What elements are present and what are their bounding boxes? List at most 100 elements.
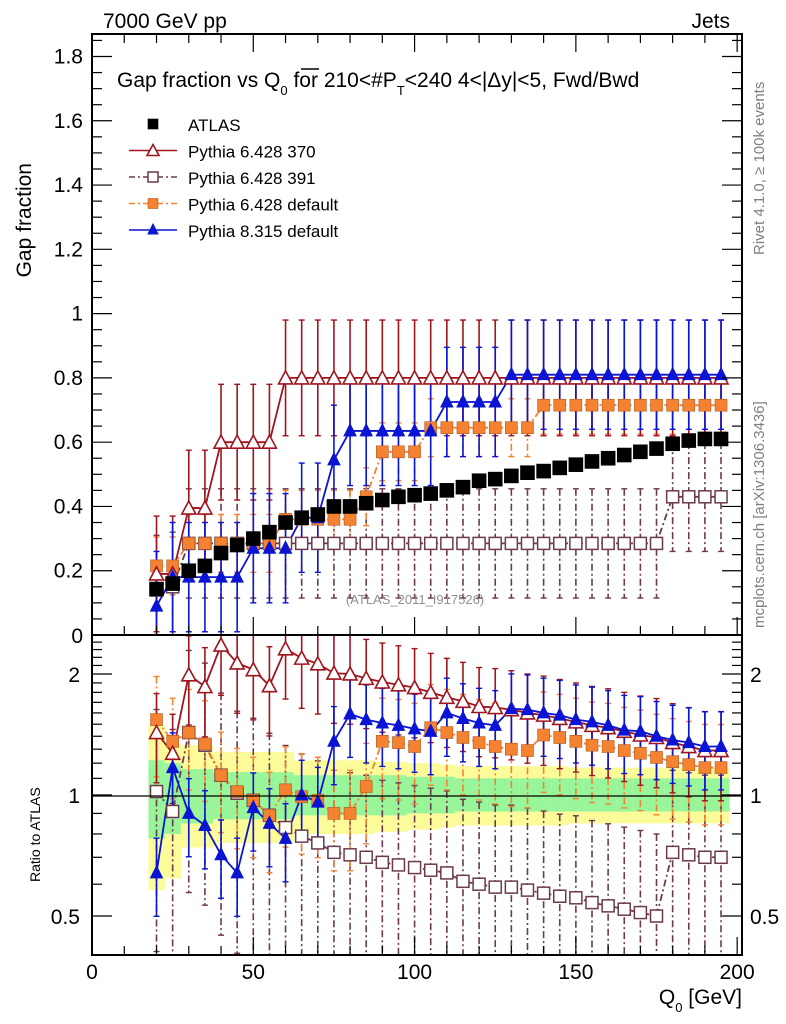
pythia-6-428-370-ratio-point xyxy=(164,744,181,761)
pythia-8-315-default-ratio-point xyxy=(391,717,406,731)
y-tick-label-main: 0.4 xyxy=(54,495,84,518)
header-right: Jets xyxy=(691,10,730,33)
pythia-6-428-default-ratio-point xyxy=(359,780,373,793)
pythia-6-428-391-ratio-point xyxy=(682,848,696,862)
pythia-6-428-391-point xyxy=(536,536,551,551)
pythia-8-315-default-ratio-point xyxy=(601,717,615,731)
pythia-6-428-default-point xyxy=(650,398,663,412)
pythia-6-428-default-ratio-point xyxy=(666,755,679,769)
pythia-8-315-default-point xyxy=(665,366,680,381)
pythia-8-315-default-ratio-point xyxy=(262,815,277,829)
legend-label-pythia-8-315-default: Pythia 8.315 default xyxy=(188,222,339,241)
pythia-8-315-default-point xyxy=(278,540,293,554)
pythia-6-428-default-ratio-point xyxy=(214,768,228,782)
pythia-6-428-default-point xyxy=(634,398,647,412)
pythia-8-315-default-point xyxy=(649,366,664,381)
pythia-6-428-370-point xyxy=(212,433,230,449)
atlas-point xyxy=(407,487,422,503)
pythia-6-428-default-point xyxy=(505,421,518,435)
pythia-6-428-default-ratio-point xyxy=(601,740,615,753)
pythia-8-315-default-point xyxy=(423,422,438,437)
atlas-point xyxy=(633,444,648,460)
pythia-6-428-391-ratio-point xyxy=(504,880,519,894)
pythia-8-315-default-point xyxy=(698,366,712,381)
pythia-6-428-370-point xyxy=(277,369,294,385)
pythia-8-315-default-ratio-point xyxy=(633,723,648,737)
pythia-6-428-370-point xyxy=(148,565,165,581)
title-prefix-sub: 0 xyxy=(280,83,287,98)
pythia-6-428-370-point xyxy=(357,369,375,385)
legend-label-atlas: ATLAS xyxy=(188,116,241,135)
pythia-6-428-default-ratio-point xyxy=(376,735,389,748)
pythia-6-428-default-point xyxy=(521,421,534,435)
pythia-6-428-default-point xyxy=(488,421,502,435)
atlas-point xyxy=(181,563,197,579)
atlas-point xyxy=(294,510,309,525)
pythia-6-428-391-point xyxy=(311,536,325,551)
pythia-6-428-default-ratio-point xyxy=(698,761,712,774)
pythia-6-428-default-point xyxy=(182,537,196,550)
pythia-6-428-391-point xyxy=(359,536,373,551)
pythia-8-315-default-ratio-point xyxy=(472,714,486,729)
atlas-point xyxy=(552,460,568,476)
pythia-6-428-370-point xyxy=(180,499,198,515)
pythia-6-428-default-point xyxy=(456,421,470,435)
pythia-6-428-default-point xyxy=(601,398,615,412)
pythia-6-428-391-ratio-point xyxy=(472,877,486,891)
ratio-band-green xyxy=(148,760,166,839)
pythia-8-315-default-ratio-point xyxy=(488,717,503,731)
pythia-8-315-default-ratio-point xyxy=(294,786,309,801)
pythia-8-315-default-ratio-point xyxy=(165,759,180,774)
pythia-6-428-370-point xyxy=(196,499,214,515)
pythia-8-315-default-ratio-point xyxy=(536,704,551,719)
pythia-6-428-370-ratio-point xyxy=(454,692,472,709)
pythia-6-428-default-ratio-point xyxy=(392,736,405,749)
pythia-6-428-370-ratio-point xyxy=(180,666,198,682)
pythia-6-428-391-ratio-point xyxy=(440,866,454,880)
pythia-6-428-391-ratio-point xyxy=(698,850,712,865)
pythia-6-428-370-point xyxy=(470,369,488,385)
pythia-6-428-default-ratio-point xyxy=(408,740,421,753)
pythia-6-428-391-point xyxy=(682,490,696,504)
pythia-8-315-default-ratio-point xyxy=(504,700,519,715)
pythia-8-315-default-point xyxy=(456,393,470,408)
ratio-band-green xyxy=(616,778,633,812)
atlas-point xyxy=(439,483,455,498)
atlas-point xyxy=(455,479,471,495)
pythia-6-428-default-ratio-point xyxy=(279,783,292,797)
pythia-6-428-391-point xyxy=(423,536,438,551)
legend-entry: ATLAS xyxy=(147,116,241,135)
pythia-8-315-default-point xyxy=(327,451,341,466)
pythia-6-428-default-point xyxy=(698,398,712,412)
x-label-main: Q xyxy=(659,986,675,1009)
pythia-8-315-default-ratio-point xyxy=(181,805,196,819)
atlas-point xyxy=(649,441,664,456)
pythia-8-315-default-ratio-point xyxy=(407,720,422,735)
atlas-point xyxy=(568,457,584,472)
pythia-6-428-370-ratio-point xyxy=(406,678,423,695)
axis-tick-labels: 0 50 100 150 200 0.2 0.4 0.6 0.8 1 1.2 1.4 1.6 1.8 0 0.… xyxy=(51,45,779,984)
atlas-point xyxy=(681,433,697,448)
pythia-8-315-default-point xyxy=(552,366,567,381)
pythia-8-315-default-point xyxy=(504,366,519,381)
pythia-6-428-default-point xyxy=(376,445,389,459)
atlas-point xyxy=(262,524,277,540)
pythia-6-428-391-point xyxy=(649,536,664,551)
pythia-6-428-default-point xyxy=(537,398,550,412)
y-tick-label-main: 1.4 xyxy=(54,174,84,197)
pythia-6-428-default-point xyxy=(585,398,599,412)
pythia-6-428-391-ratio-point xyxy=(407,860,422,875)
pythia-8-315-default-point xyxy=(472,393,486,408)
axis-ticks xyxy=(91,34,742,955)
pythia-6-428-default-ratio-point xyxy=(488,740,502,753)
pythia-6-428-391-point xyxy=(440,536,454,551)
pythia-8-315-default-point xyxy=(149,597,164,612)
y-axis-label-ratio: Ratio to ATLAS xyxy=(27,787,43,882)
pythia-6-428-default-point xyxy=(472,421,486,435)
y-tick-label-main: 0.2 xyxy=(54,560,83,583)
pythia-6-428-370-ratio-point xyxy=(422,683,440,700)
pythia-6-428-391-point xyxy=(407,536,422,551)
legend-marker-pythia-6-428-370 xyxy=(145,142,161,157)
y-tick-label-main: 0 xyxy=(71,625,83,648)
x-tick-label: 200 xyxy=(720,961,755,984)
